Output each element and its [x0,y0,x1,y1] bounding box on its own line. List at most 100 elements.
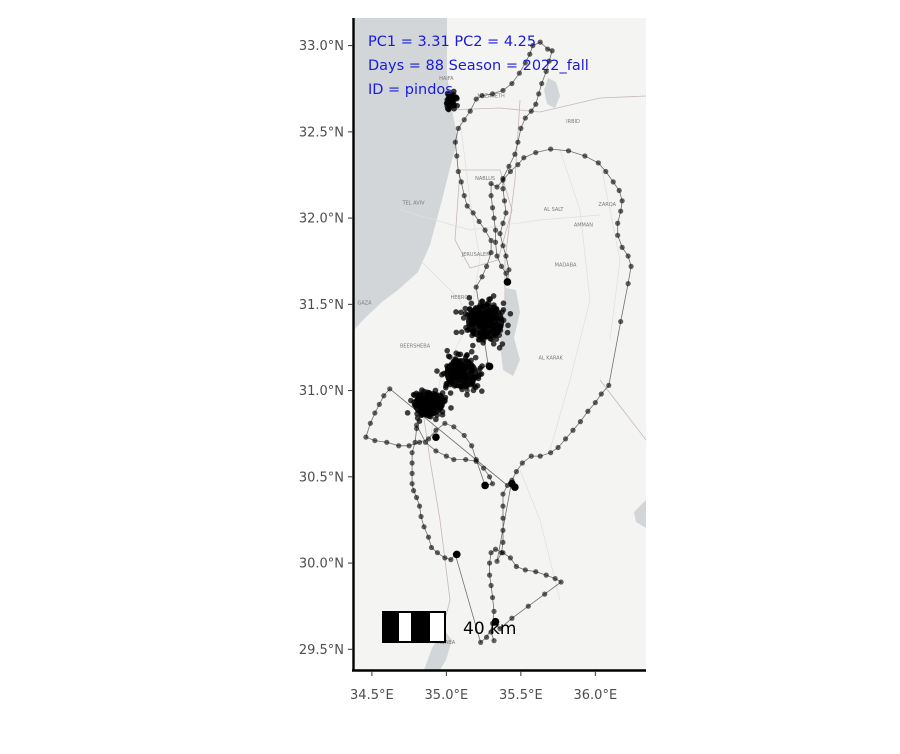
cluster-point [447,390,454,396]
place-label: GAZA [357,300,372,306]
track-point [473,456,479,463]
track-point [491,215,497,221]
track-point [500,503,506,509]
track-point [491,638,497,644]
track-point [442,555,448,561]
track-point [536,91,542,97]
track-point [592,400,598,406]
scale-bar-label: 40 km [463,619,516,639]
cluster-core [412,391,444,417]
y-tick-label: 32.5°N [299,125,344,140]
track-point [406,443,412,449]
track-point [416,439,423,445]
track-point [494,184,500,190]
track-point [625,253,631,259]
track-point [618,208,624,214]
cluster-point [460,315,467,321]
place-label: MADABA [555,262,577,268]
track-point [498,263,505,269]
track-point [451,424,457,430]
annotation-line-2: Days = 88 Season = 2022_fall [368,58,589,74]
cluster-point [434,368,440,374]
cluster-point [500,300,507,307]
track-point [542,591,548,597]
location-marker [452,550,461,559]
track-point [488,249,494,256]
track-point [610,179,616,185]
track-point [500,539,506,545]
track-point [528,108,534,114]
track-point [482,227,488,233]
location-marker [485,362,494,371]
track-point [500,515,506,521]
track-point [461,432,467,439]
track-point [500,175,506,182]
track-point [492,227,499,233]
track-point [384,439,390,445]
track-point [616,187,622,194]
track-point [516,70,522,76]
track-point [488,582,494,589]
track-point [558,579,564,585]
track-point [595,160,601,166]
x-tick-label: 35.0°E [425,688,469,703]
track-point [503,253,509,259]
track-point [527,51,533,57]
scale-bar-segment-2 [411,612,430,642]
track-point [486,474,493,480]
cluster-point [464,351,470,358]
y-tick-label: 29.5°N [299,643,344,658]
track-point [500,87,506,94]
track-point [372,410,378,416]
track-point [442,420,448,426]
cluster-point [416,418,423,424]
cluster-point [486,296,492,303]
y-tick-label: 30.0°N [299,557,344,572]
track-point [476,218,482,225]
track-point [603,168,609,175]
track-point [598,391,604,397]
track-point [565,148,572,154]
track-point [372,437,378,444]
track-point [522,60,528,66]
place-label: AMMAN [574,223,593,229]
track-point [425,534,432,540]
track-point [451,456,457,463]
track-point [421,524,427,530]
track-point [494,253,500,259]
track-point [455,125,461,131]
track-point [549,48,555,54]
cluster-point [474,383,481,389]
track-point [543,68,549,75]
track-point [555,444,561,451]
track-point [503,270,509,276]
track-point [519,460,525,466]
track-point [486,560,493,566]
track-point [454,153,460,159]
track-point [363,434,369,440]
place-label: NAZARETH [477,93,505,99]
track-point [548,450,554,456]
track-point [479,274,485,280]
track-point [464,203,470,209]
track-point [500,491,506,497]
cluster-point [468,300,475,307]
track-point [461,117,467,123]
location-markers [432,278,519,626]
cluster-point [448,405,454,411]
cluster-point [479,298,486,304]
dense-clusters [404,88,514,424]
cluster-point [490,293,497,299]
track-point [503,210,509,216]
cluster-point [453,329,460,336]
location-marker [491,617,500,626]
track-point [513,563,519,570]
track-point [537,39,543,45]
track-point [413,422,420,428]
track-point [418,513,424,520]
track-point [506,267,512,273]
track-point [562,436,569,442]
track-point [500,527,506,533]
place-labels: HAIFA NAZARETH IRBID TEL AVIV NABLUS AL SALT Z… [357,76,616,646]
